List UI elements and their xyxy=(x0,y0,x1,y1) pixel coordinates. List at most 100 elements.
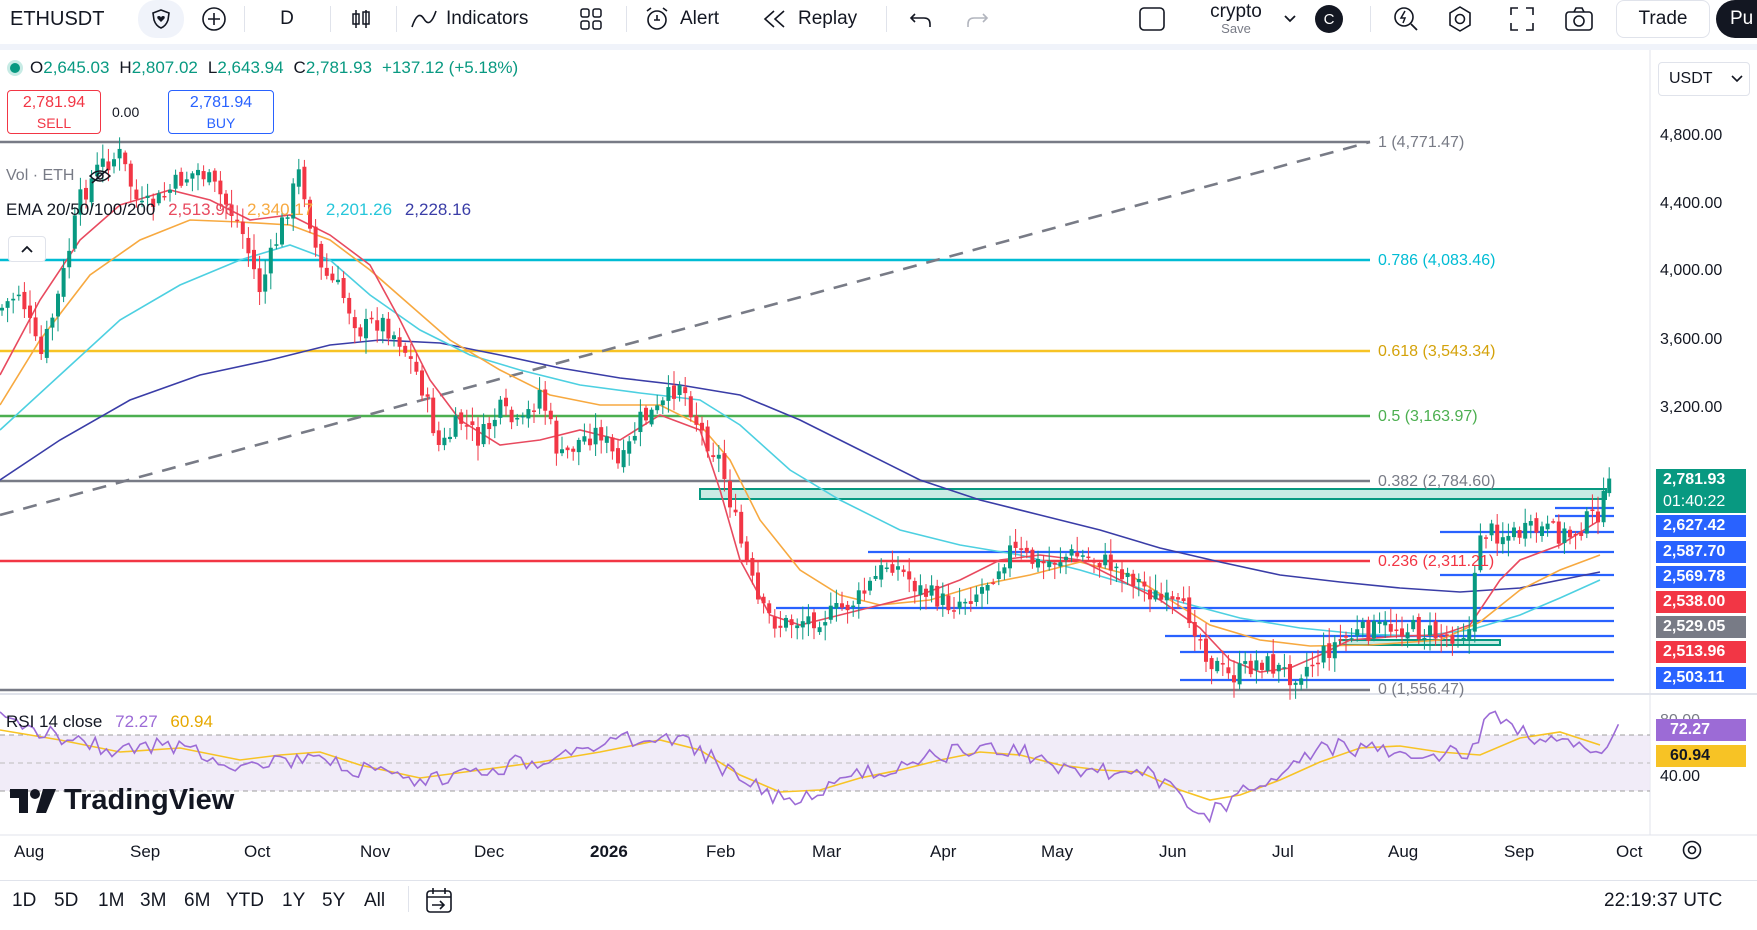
interval-button[interactable]: D xyxy=(270,0,304,38)
level-tag: 2,627.42 xyxy=(1656,515,1746,537)
ema-100-line xyxy=(0,244,1601,637)
candle-body xyxy=(750,558,755,576)
candle-body xyxy=(196,169,200,176)
range-button-5y[interactable]: 5Y xyxy=(322,890,346,911)
candle-body xyxy=(1344,635,1348,638)
candle-body xyxy=(946,595,951,611)
replay-button[interactable]: Replay xyxy=(762,0,857,38)
layouts-button[interactable] xyxy=(574,0,608,38)
candle-body xyxy=(907,571,912,580)
candle-body xyxy=(834,603,839,609)
time-axis-label: Aug xyxy=(14,842,45,861)
candle-body xyxy=(39,336,44,355)
layout-toggle-button[interactable] xyxy=(1134,0,1170,38)
candle-body xyxy=(700,422,704,431)
ema-legend[interactable]: EMA 20/50/100/200 2,513.96 2,340.17 2,20… xyxy=(6,200,471,220)
range-button-all[interactable]: All xyxy=(364,890,386,911)
rsi-axis-label: 40.00 xyxy=(1660,768,1701,785)
candle-body xyxy=(845,604,850,611)
candle-body xyxy=(330,273,335,281)
volume-legend[interactable]: Vol · ETH xyxy=(6,167,112,185)
candle-body xyxy=(1573,534,1578,536)
candle-body xyxy=(336,279,340,283)
supply-zone-rect[interactable] xyxy=(699,488,1607,500)
candle-body xyxy=(1596,511,1600,523)
range-button-1d[interactable]: 1D xyxy=(12,890,37,911)
fullscreen-button[interactable] xyxy=(1504,0,1540,38)
level-tag: 2,569.78 xyxy=(1656,566,1746,588)
redo-button[interactable] xyxy=(960,0,994,38)
layout-menu-button[interactable] xyxy=(1280,0,1300,38)
toolbar-divider xyxy=(396,6,397,32)
publish-button[interactable]: Pu xyxy=(1716,0,1757,38)
trade-button[interactable]: Trade xyxy=(1616,0,1710,38)
time-axis-settings-button[interactable] xyxy=(1680,838,1704,867)
candle-body xyxy=(963,601,968,604)
sell-button[interactable]: 2,781.94 SELL xyxy=(7,90,101,134)
range-button-5d[interactable]: 5D xyxy=(54,890,79,911)
candle-body xyxy=(1556,521,1561,544)
candle-body xyxy=(862,590,867,594)
candle-body xyxy=(638,411,643,433)
range-button-3m[interactable]: 3M xyxy=(140,890,167,911)
publish-label: Pu xyxy=(1730,8,1754,29)
candle-body xyxy=(229,204,234,216)
range-button-1m[interactable]: 1M xyxy=(98,890,125,911)
compare-symbol-button[interactable] xyxy=(196,0,232,38)
candle-body xyxy=(347,297,352,314)
collapse-legend-button[interactable] xyxy=(8,236,46,262)
eye-hidden-icon[interactable] xyxy=(88,167,112,185)
candle-body xyxy=(677,385,682,396)
indicators-button[interactable]: Indicators xyxy=(410,0,528,38)
trend-line[interactable] xyxy=(0,140,1371,517)
candle-body xyxy=(1226,667,1231,674)
time-axis-label: Dec xyxy=(474,842,505,861)
currency-select[interactable]: USDT xyxy=(1658,62,1750,96)
time-axis-label: Jul xyxy=(1272,842,1294,861)
settings-button[interactable] xyxy=(1442,0,1478,38)
level-tag: 2,529.05 xyxy=(1656,616,1746,638)
candle-body xyxy=(95,164,100,177)
go-to-date-button[interactable] xyxy=(424,886,454,921)
candle-body xyxy=(576,439,581,453)
candle-body xyxy=(1220,663,1225,665)
undo-button[interactable] xyxy=(904,0,938,38)
candle-body xyxy=(604,436,609,443)
volume-label: Vol · ETH xyxy=(6,167,75,184)
candle-body xyxy=(688,396,693,418)
symbol-info-button[interactable] xyxy=(138,0,184,38)
tradingview-logo[interactable]: TradingView xyxy=(10,784,234,817)
range-button-ytd[interactable]: YTD xyxy=(226,890,264,911)
range-button-6m[interactable]: 6M xyxy=(184,890,211,911)
user-avatar-button[interactable]: C xyxy=(1312,0,1346,38)
rsi-legend[interactable]: RSI 14 close 72.27 60.94 xyxy=(6,712,213,732)
price-axis-label: 3,200.00 xyxy=(1660,399,1723,416)
toolbar-divider xyxy=(886,6,887,32)
candle-body xyxy=(492,419,497,427)
price-chart[interactable]: 1 (4,771.47) 0.786 (4,083.46) 0.618 (3,5… xyxy=(0,50,1757,840)
time-axis-label: Sep xyxy=(1504,842,1535,861)
candle-body xyxy=(1489,523,1494,536)
range-button-1y[interactable]: 1Y xyxy=(282,890,306,911)
layout-name-button[interactable]: crypto Save xyxy=(1192,0,1280,38)
candle-body xyxy=(476,427,480,446)
candle-body xyxy=(498,399,503,418)
symbol-search[interactable]: ETHUSDT xyxy=(0,0,140,38)
open-label: O xyxy=(30,58,44,77)
fib-retracement[interactable] xyxy=(0,140,1370,692)
chart-type-button[interactable] xyxy=(344,0,378,38)
utc-clock[interactable]: 22:19:37 UTC xyxy=(1604,890,1723,911)
candle-body xyxy=(33,317,38,337)
quick-search-button[interactable] xyxy=(1388,0,1424,38)
candle-body xyxy=(1528,521,1533,526)
bottom-toolbar xyxy=(0,880,1757,930)
high-value: 2,807.02 xyxy=(131,58,198,77)
snapshot-button[interactable] xyxy=(1560,0,1598,38)
candle-body xyxy=(918,585,923,595)
candle-body xyxy=(1013,541,1018,548)
buy-button[interactable]: 2,781.94 BUY xyxy=(168,90,274,134)
alert-button[interactable]: Alert xyxy=(644,0,719,38)
candle-body xyxy=(543,389,548,411)
alert-label: Alert xyxy=(680,8,720,29)
